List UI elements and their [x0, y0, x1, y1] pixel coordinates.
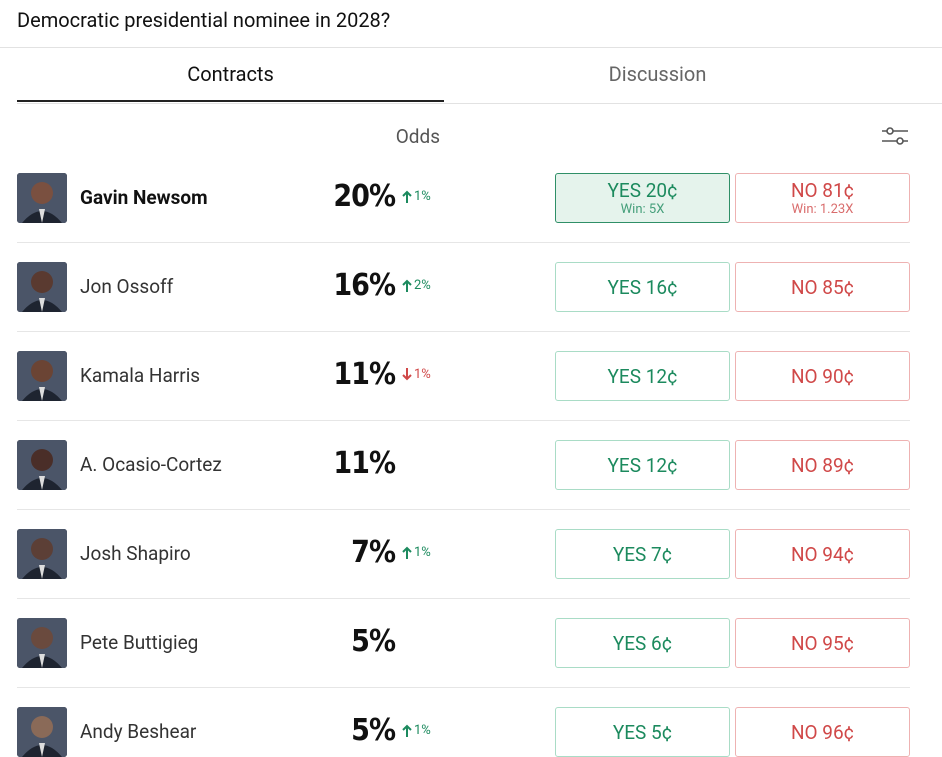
avatar	[17, 440, 67, 490]
yes-button[interactable]: YES 12¢	[555, 440, 730, 490]
candidate-name: Jon Ossoff	[80, 275, 174, 298]
avatar-image	[17, 440, 67, 490]
change-text: 2%	[414, 278, 431, 293]
yes-button[interactable]: YES 16¢	[555, 262, 730, 312]
odds: 7%	[351, 535, 396, 570]
candidate-name: A. Ocasio-Cortez	[80, 453, 222, 476]
yes-price: YES 20¢	[607, 179, 678, 202]
odds-change: 2%	[402, 278, 431, 293]
avatar	[17, 173, 67, 223]
odds: 16%	[333, 268, 396, 303]
filter-icon[interactable]	[880, 124, 910, 148]
no-price: NO 95¢	[790, 631, 855, 655]
yes-button[interactable]: YES 7¢	[555, 529, 730, 579]
change-text: 1%	[414, 189, 431, 204]
no-price: NO 85¢	[790, 275, 855, 299]
row-separator	[17, 420, 910, 421]
candidate-name: Andy Beshear	[80, 720, 197, 743]
no-button[interactable]: NO 89¢	[735, 440, 910, 490]
yes-payout: Win: 5X	[620, 202, 665, 217]
divider	[17, 103, 942, 104]
odds-change: 1%	[402, 723, 431, 738]
yes-price: YES 6¢	[612, 631, 673, 655]
no-price: NO 96¢	[790, 720, 855, 744]
change-arrow	[402, 279, 412, 292]
no-button[interactable]: NO 94¢	[735, 529, 910, 579]
no-button[interactable]: NO 95¢	[735, 618, 910, 668]
odds: 11%	[333, 357, 396, 392]
avatar	[17, 262, 67, 312]
avatar-image	[17, 529, 67, 579]
no-button[interactable]: NO 90¢	[735, 351, 910, 401]
odds: 11%	[333, 446, 396, 481]
candidate-name: Josh Shapiro	[80, 542, 191, 565]
no-price: NO 89¢	[790, 453, 855, 477]
row-separator	[17, 687, 910, 688]
yes-button[interactable]: YES 12¢	[555, 351, 730, 401]
avatar	[17, 618, 67, 668]
yes-price: YES 12¢	[607, 364, 678, 388]
odds: 20%	[333, 179, 396, 214]
no-price: NO 90¢	[790, 364, 855, 388]
change-arrow	[402, 190, 412, 203]
tab[interactable]: Discussion	[608, 62, 707, 86]
avatar	[17, 351, 67, 401]
row-separator	[17, 509, 910, 510]
candidate-name: Kamala Harris	[80, 364, 201, 387]
row-separator	[17, 242, 910, 243]
change-arrow	[402, 546, 412, 559]
odds: 5%	[351, 713, 396, 748]
avatar-image	[17, 262, 67, 312]
page-title: Democratic presidential nominee in 2028?	[17, 8, 391, 32]
tab-underline	[17, 100, 444, 102]
avatar	[17, 529, 67, 579]
avatar-image	[17, 351, 67, 401]
no-button[interactable]: NO 81¢ Win: 1.23X	[735, 173, 910, 223]
yes-price: YES 12¢	[607, 453, 678, 477]
no-price: NO 94¢	[790, 542, 855, 566]
yes-button[interactable]: YES 6¢	[555, 618, 730, 668]
change-text: 1%	[414, 723, 431, 738]
page: Democratic presidential nominee in 2028?…	[0, 8, 942, 757]
odds-change: 1%	[402, 545, 431, 560]
odds-change: 1%	[402, 367, 431, 382]
candidate-name: Gavin Newsom	[80, 186, 208, 209]
no-payout: Win: 1.23X	[791, 202, 854, 217]
avatar-image	[17, 173, 67, 223]
change-arrow	[402, 368, 412, 381]
yes-price: YES 7¢	[612, 542, 673, 566]
yes-button[interactable]: YES 20¢ Win: 5X	[555, 173, 730, 223]
change-arrow	[402, 724, 412, 737]
no-button[interactable]: NO 85¢	[735, 262, 910, 312]
yes-price: YES 5¢	[612, 720, 673, 744]
no-button[interactable]: NO 96¢	[735, 707, 910, 757]
change-text: 1%	[414, 367, 431, 382]
change-text: 1%	[414, 545, 431, 560]
row-separator	[17, 598, 910, 599]
tab[interactable]: Contracts	[187, 62, 274, 86]
column-header: Odds	[395, 125, 440, 148]
divider	[0, 47, 942, 48]
row-separator	[17, 331, 910, 332]
avatar-image	[17, 618, 67, 668]
odds-change: 1%	[402, 189, 431, 204]
candidate-name: Pete Buttigieg	[80, 631, 199, 654]
no-price: NO 81¢	[790, 179, 855, 202]
odds: 5%	[351, 624, 396, 659]
yes-price: YES 16¢	[607, 275, 678, 299]
yes-button[interactable]: YES 5¢	[555, 707, 730, 757]
